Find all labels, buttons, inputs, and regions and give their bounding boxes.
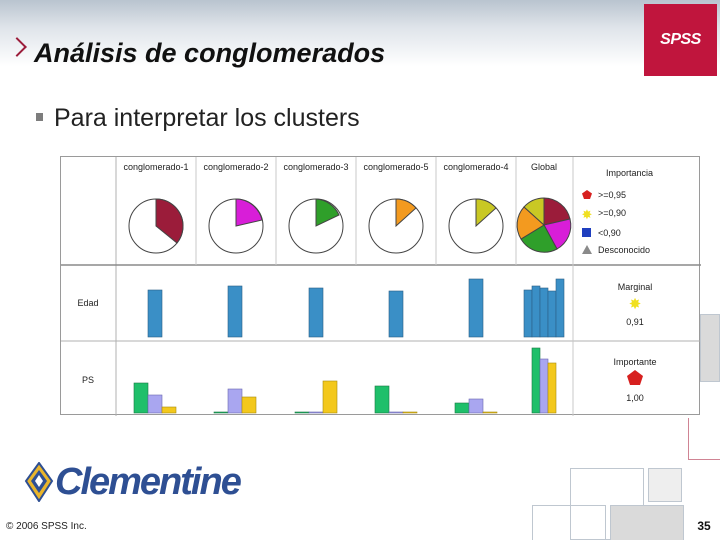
column-header: conglomerado-4 [443, 162, 508, 172]
decorative-square [532, 505, 606, 540]
ps-bar [133, 382, 149, 414]
cluster-figure: conglomerado-1 conglomerado-2 conglomera… [60, 156, 701, 416]
edad-bar [531, 285, 541, 338]
clementine-logo-text: Clementine [55, 461, 242, 503]
edad-bar [547, 290, 557, 338]
ps-bar [227, 388, 243, 414]
clementine-logo-icon [24, 462, 54, 502]
page-number: 35 [697, 519, 711, 533]
edad-bar [555, 278, 565, 338]
ps-bar [161, 406, 177, 414]
slide-title: Análisis de conglomerados [34, 38, 386, 68]
ps-bar [213, 411, 229, 414]
spss-logo: SPSS [644, 4, 717, 76]
ps-bar [482, 411, 498, 414]
pie-cluster-3 [288, 198, 344, 254]
legend-label: Desconocido [598, 245, 650, 255]
ps-bar [241, 396, 257, 414]
column-header: conglomerado-2 [203, 162, 268, 172]
column-header: conglomerado-3 [283, 162, 348, 172]
ps-bar [322, 380, 338, 414]
grey-triangle-icon [582, 245, 592, 254]
edad-bar [388, 290, 404, 338]
pie-cluster-2 [208, 198, 264, 254]
column-header: Global [531, 162, 557, 172]
ps-bar [147, 394, 163, 414]
ps-bar [308, 411, 324, 414]
row-label-edad: Edad [77, 298, 98, 308]
cluster-figure-svg: conglomerado-1 conglomerado-2 conglomera… [61, 157, 701, 416]
pie-global [516, 197, 572, 253]
decorative-line [688, 459, 720, 460]
ps-bar [294, 411, 310, 414]
decorative-square [648, 468, 682, 502]
ps-bar [402, 411, 418, 414]
decorative-line [688, 418, 689, 460]
ps-bar [539, 358, 549, 414]
pie-cluster-1 [128, 198, 184, 254]
decorative-square [610, 505, 684, 540]
legend-title: Importancia [606, 168, 653, 178]
ps-bar [388, 411, 404, 414]
pie-cluster-5 [368, 198, 424, 254]
edad-bar [523, 289, 533, 338]
edad-badge-value: 0,91 [626, 317, 644, 327]
legend-label: >=0,95 [598, 190, 626, 200]
ps-bar [454, 402, 470, 414]
column-header: conglomerado-1 [123, 162, 188, 172]
ps-bar [468, 398, 484, 414]
spss-logo-text: SPSS [660, 31, 701, 48]
bullet-marker [36, 113, 43, 121]
legend-label: >=0,90 [598, 208, 626, 218]
ps-badge-label: Importante [613, 357, 656, 367]
bullet-text: Para interpretar los clusters [54, 104, 360, 132]
edad-badge-label: Marginal [618, 282, 653, 292]
title-band [0, 0, 720, 78]
row-label-ps: PS [82, 375, 94, 385]
blue-square-icon [582, 228, 591, 237]
yellow-star-icon: ✸ [629, 296, 642, 313]
edad-bar [539, 287, 549, 338]
copyright: © 2006 SPSS Inc. [6, 521, 87, 532]
red-pentagon-icon [582, 190, 592, 199]
legend-label: <0,90 [598, 228, 621, 238]
edad-bar [147, 289, 163, 338]
ps-badge-value: 1,00 [626, 393, 644, 403]
edad-bar [468, 278, 484, 338]
ps-bar [547, 362, 557, 414]
edad-bar [227, 285, 243, 338]
ps-bar [531, 347, 541, 414]
red-pentagon-icon [627, 370, 643, 385]
yellow-star-icon: ✸ [582, 207, 593, 222]
column-header: conglomerado-5 [363, 162, 428, 172]
ps-bar [374, 385, 390, 414]
decorative-square [700, 314, 720, 382]
edad-bar [308, 287, 324, 338]
pie-cluster-4 [448, 198, 504, 254]
